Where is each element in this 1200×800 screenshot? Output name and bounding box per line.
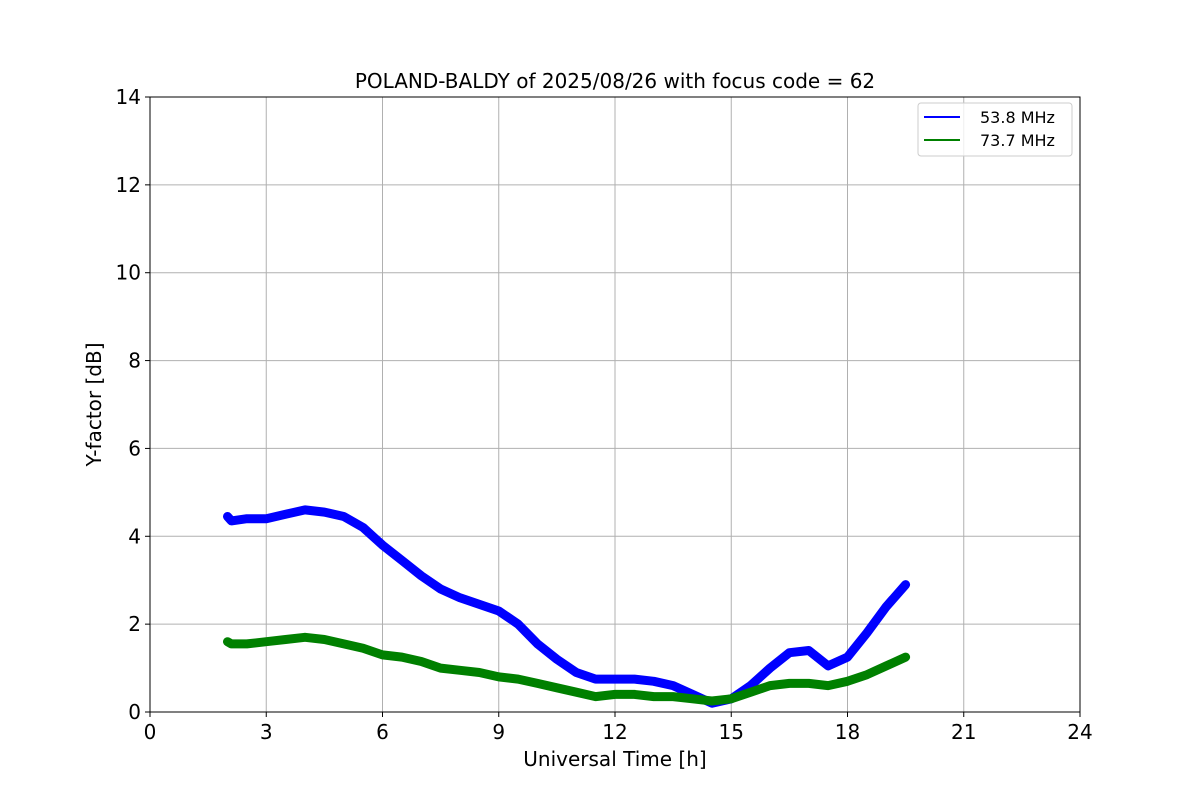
x-tick-label: 3 (260, 720, 273, 744)
y-tick-label: 10 (116, 261, 141, 285)
x-tick-label: 12 (602, 720, 627, 744)
y-tick-label: 4 (128, 524, 141, 548)
legend-label-73-7: 73.7 MHz (980, 131, 1055, 150)
x-tick-label: 9 (492, 720, 505, 744)
y-tick-label: 14 (116, 85, 141, 109)
series-line-1 (223, 632, 911, 706)
x-tick-label: 24 (1067, 720, 1092, 744)
legend: 53.8 MHz 73.7 MHz (917, 102, 1073, 157)
x-tick-label: 18 (835, 720, 860, 744)
series-line-0 (223, 505, 911, 708)
x-tick-label: 6 (376, 720, 389, 744)
x-tick-label: 0 (144, 720, 157, 744)
series-layer (223, 505, 911, 708)
y-tick-label: 0 (128, 700, 141, 724)
x-tick-label: 21 (951, 720, 976, 744)
x-axis-label: Universal Time [h] (523, 747, 706, 771)
y-tick-label: 12 (116, 173, 141, 197)
x-tick-label: 15 (719, 720, 744, 744)
y-axis-label: Y-factor [dB] (82, 342, 106, 467)
y-tick-label: 2 (128, 612, 141, 636)
legend-label-53-8: 53.8 MHz (980, 108, 1055, 127)
y-tick-label: 8 (128, 349, 141, 373)
chart-title: POLAND-BALDY of 2025/08/26 with focus co… (355, 69, 875, 93)
y-tick-label: 6 (128, 436, 141, 460)
